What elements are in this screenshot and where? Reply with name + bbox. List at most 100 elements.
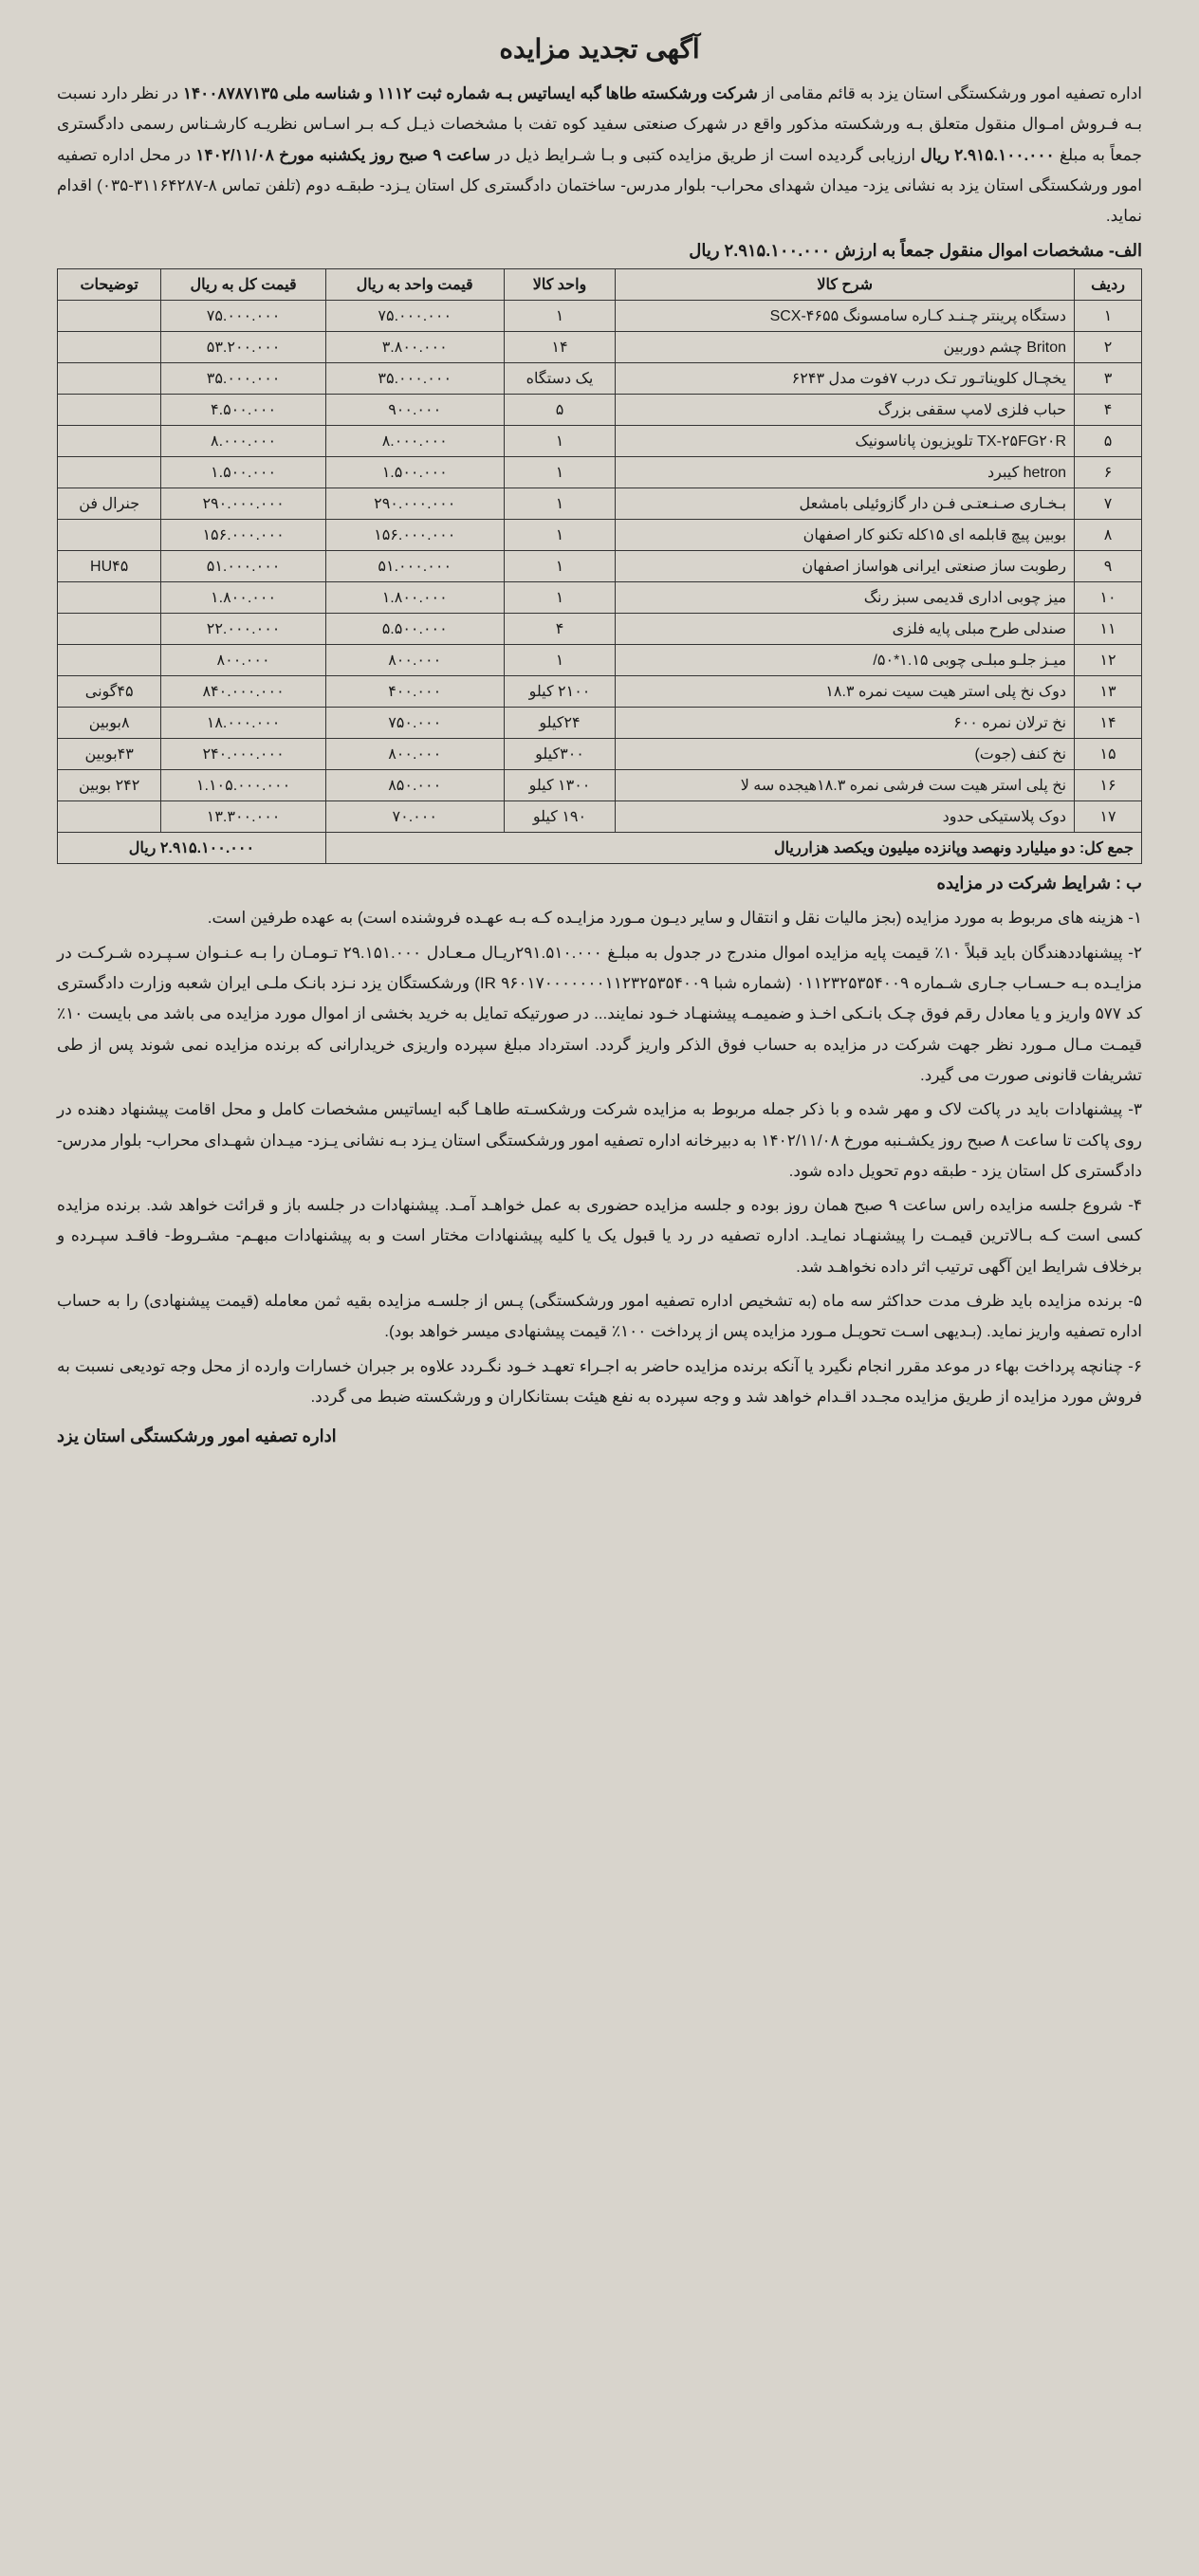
table-cell: ۵.۵۰۰.۰۰۰ — [325, 614, 504, 645]
total-value: ۲.۹۱۵.۱۰۰.۰۰۰ ریال — [58, 833, 326, 864]
intro-amount: ۲.۹۱۵.۱۰۰.۰۰۰ ریال — [920, 146, 1054, 164]
table-body: ۱دستگاه پرینتر چـنـد کـاره سامسونگ SCX-۴… — [58, 301, 1142, 833]
table-cell: میز چوبی اداری قدیمی سبز رنگ — [616, 582, 1075, 614]
table-cell: ۷ — [1075, 488, 1142, 520]
table-cell: ۱۳ — [1075, 676, 1142, 708]
table-row: ۴حباب فلزی لامپ سقفی بزرگ۵۹۰۰.۰۰۰۴.۵۰۰.۰… — [58, 395, 1142, 426]
table-cell: ۲۲.۰۰۰.۰۰۰ — [161, 614, 325, 645]
table-cell: ۱ — [504, 301, 616, 332]
table-cell: ۱ — [504, 582, 616, 614]
intro-text-1: اداره تصفیه امور ورشکستگی استان یزد به ق… — [758, 84, 1142, 102]
table-cell: ۱.۸۰۰.۰۰۰ — [325, 582, 504, 614]
table-cell: ۳۵.۰۰۰.۰۰۰ — [161, 363, 325, 395]
table-cell — [58, 301, 161, 332]
table-row: ۶hetron کیبرد۱۱.۵۰۰.۰۰۰۱.۵۰۰.۰۰۰ — [58, 457, 1142, 488]
table-cell: ۱ — [504, 426, 616, 457]
table-row: ۹رطوبت ساز صنعتی ایرانی هواساز اصفهان۱۵۱… — [58, 551, 1142, 582]
table-cell: ۱۷ — [1075, 801, 1142, 833]
table-cell: ۸۴۰.۰۰۰.۰۰۰ — [161, 676, 325, 708]
table-cell: ۲۹۰.۰۰۰.۰۰۰ — [325, 488, 504, 520]
table-cell: ۱ — [504, 520, 616, 551]
col-totalprice: قیمت کل به ریال — [161, 269, 325, 301]
table-cell: بوبین پیچ قابلمه ای ۱۵کله تکنو کار اصفها… — [616, 520, 1075, 551]
col-unit: واحد کالا — [504, 269, 616, 301]
table-cell: ۵۱.۰۰۰.۰۰۰ — [325, 551, 504, 582]
table-cell: ۹۰۰.۰۰۰ — [325, 395, 504, 426]
intro-company: شرکت ورشکسته طاها گبه ایساتیس بـه شماره … — [183, 84, 758, 102]
table-cell: ۴ — [504, 614, 616, 645]
table-cell — [58, 801, 161, 833]
table-cell: ۸ — [1075, 520, 1142, 551]
table-cell: ۴ — [1075, 395, 1142, 426]
table-cell: دوک نخ پلی استر هیت سیت نمره ۱۸.۳ — [616, 676, 1075, 708]
table-cell: ۸بوبین — [58, 708, 161, 739]
table-cell: ۱.۵۰۰.۰۰۰ — [161, 457, 325, 488]
table-cell — [58, 395, 161, 426]
table-row: ۵TX-۲۵FG۲۰R تلویزیون پاناسونیک۱۸.۰۰۰.۰۰۰… — [58, 426, 1142, 457]
table-row: ۱۳دوک نخ پلی استر هیت سیت نمره ۱۸.۳۲۱۰۰ … — [58, 676, 1142, 708]
items-table: ردیف شرح کالا واحد کالا قیمت واحد به ریا… — [57, 268, 1142, 864]
table-row: ۷بـخـاری صـنـعتـی فـن دار گازوئیلی بامشع… — [58, 488, 1142, 520]
table-cell: نخ کنف (جوت) — [616, 739, 1075, 770]
table-cell — [58, 582, 161, 614]
table-cell: ۱.۱۰۵.۰۰۰.۰۰۰ — [161, 770, 325, 801]
total-label: جمع کل: دو میلیارد ونهصد وپانزده میلیون … — [325, 833, 1141, 864]
table-cell: ۱۳۰۰ کیلو — [504, 770, 616, 801]
table-cell: HU۴۵ — [58, 551, 161, 582]
table-row: ۱دستگاه پرینتر چـنـد کـاره سامسونگ SCX-۴… — [58, 301, 1142, 332]
table-row: ۱۵نخ کنف (جوت)۳۰۰کیلو۸۰۰.۰۰۰۲۴۰.۰۰۰.۰۰۰۴… — [58, 739, 1142, 770]
col-unitprice: قیمت واحد به ریال — [325, 269, 504, 301]
table-row: ۱۴نخ ترلان نمره ۶۰۰۲۴کیلو۷۵۰.۰۰۰۱۸.۰۰۰.۰… — [58, 708, 1142, 739]
table-cell: ۴۳بوبین — [58, 739, 161, 770]
table-cell: ۱۰ — [1075, 582, 1142, 614]
table-cell: یک دستگاه — [504, 363, 616, 395]
intro-text-3: ارزیابی گردیده است از طریق مزایده کتبی و… — [490, 146, 915, 164]
table-cell: ۸۰۰.۰۰۰ — [325, 739, 504, 770]
table-row: ۱۲میـز جلـو مبلـی چوبی ۱.۱۵*۵۰/۱۸۰۰.۰۰۰۸… — [58, 645, 1142, 676]
table-cell: ۱۵۶.۰۰۰.۰۰۰ — [325, 520, 504, 551]
table-cell: ۳۰۰کیلو — [504, 739, 616, 770]
col-notes: توضیحات — [58, 269, 161, 301]
table-cell: ۷۵.۰۰۰.۰۰۰ — [161, 301, 325, 332]
table-cell — [58, 457, 161, 488]
table-cell: ۶ — [1075, 457, 1142, 488]
condition-item: ۴- شروع جلسه مزایده راس ساعت ۹ صبح همان … — [57, 1190, 1142, 1282]
table-cell: ۱ — [504, 645, 616, 676]
table-cell: ۳ — [1075, 363, 1142, 395]
table-cell: ۸۰۰.۰۰۰ — [161, 645, 325, 676]
table-cell: نخ پلی استر هیت ست فرشی نمره ۱۸.۳هیجده س… — [616, 770, 1075, 801]
table-cell: نخ ترلان نمره ۶۰۰ — [616, 708, 1075, 739]
table-cell: ۱۵۶.۰۰۰.۰۰۰ — [161, 520, 325, 551]
table-cell: ۱۲ — [1075, 645, 1142, 676]
conditions-list: ۱- هزینه های مربوط به مورد مزایده (بجز م… — [57, 903, 1142, 1412]
table-cell — [58, 426, 161, 457]
table-cell: ۱.۸۰۰.۰۰۰ — [161, 582, 325, 614]
col-row: ردیف — [1075, 269, 1142, 301]
table-cell: hetron کیبرد — [616, 457, 1075, 488]
table-cell: ۵۳.۲۰۰.۰۰۰ — [161, 332, 325, 363]
intro-date: ساعت ۹ صبح روز یکشنبه مورخ ۱۴۰۲/۱۱/۰۸ — [195, 146, 490, 164]
table-row: ۱۰میز چوبی اداری قدیمی سبز رنگ۱۱.۸۰۰.۰۰۰… — [58, 582, 1142, 614]
table-cell: Briton چشم دوربین — [616, 332, 1075, 363]
table-cell: ۲۱۰۰ کیلو — [504, 676, 616, 708]
table-cell: ۸۵۰.۰۰۰ — [325, 770, 504, 801]
table-cell — [58, 645, 161, 676]
table-cell: جنرال فن — [58, 488, 161, 520]
condition-item: ۶- چنانچه پرداخت بهاء در موعد مقرر انجام… — [57, 1352, 1142, 1413]
footer-org: اداره تصفیه امور ورشکستگی استان یزد — [57, 1426, 1142, 1446]
table-cell: حباب فلزی لامپ سقفی بزرگ — [616, 395, 1075, 426]
section-b-title: ب : شرایط شرکت در مزایده — [57, 874, 1142, 893]
table-cell: ۸۰۰.۰۰۰ — [325, 645, 504, 676]
table-cell: ۱ — [504, 488, 616, 520]
table-cell: ۴۰۰.۰۰۰ — [325, 676, 504, 708]
condition-item: ۲- پیشنهاددهندگان باید قبلاً ۱۰٪ قیمت پا… — [57, 938, 1142, 1091]
table-row: ۱۱صندلی طرح مبلی پایه فلزی۴۵.۵۰۰.۰۰۰۲۲.۰… — [58, 614, 1142, 645]
table-cell: ۱۶ — [1075, 770, 1142, 801]
table-cell: ۱۹۰ کیلو — [504, 801, 616, 833]
table-cell: میـز جلـو مبلـی چوبی ۱.۱۵*۵۰/ — [616, 645, 1075, 676]
table-cell: ۱۱ — [1075, 614, 1142, 645]
section-a-title: الف- مشخصات اموال منقول جمعاً به ارزش ۲.… — [57, 241, 1142, 261]
table-cell: ۷۵.۰۰۰.۰۰۰ — [325, 301, 504, 332]
table-cell — [58, 332, 161, 363]
table-row: ۱۷دوک پلاستیکی حدود۱۹۰ کیلو۷۰.۰۰۰۱۳.۳۰۰.… — [58, 801, 1142, 833]
